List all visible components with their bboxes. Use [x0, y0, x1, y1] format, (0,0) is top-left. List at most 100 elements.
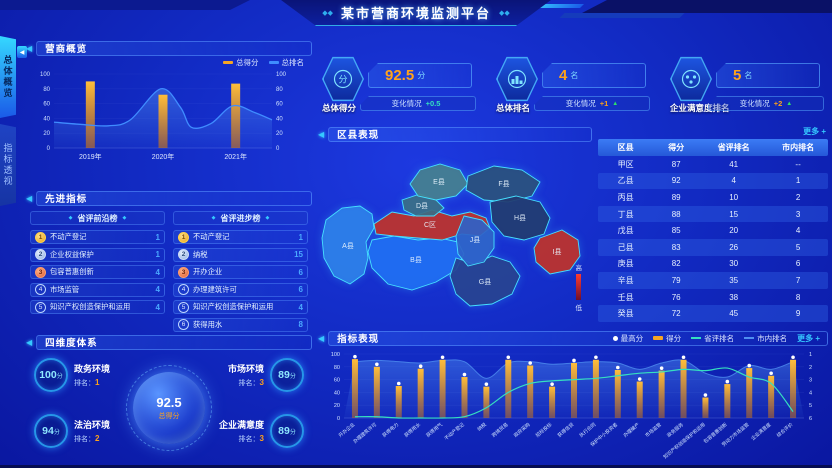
map-region[interactable] — [455, 215, 495, 267]
table-row[interactable]: 丁县 88 15 3 — [598, 205, 828, 223]
legend-marker — [691, 337, 702, 339]
x-axis-label: 综合评价 — [775, 421, 794, 439]
rank-medal-icon: 1 — [35, 231, 46, 243]
indicator-list-item[interactable]: 4 办理建筑许可 6 — [173, 282, 308, 297]
svg-text:2020年: 2020年 — [152, 152, 175, 161]
svg-text:1: 1 — [809, 352, 812, 358]
svg-text:100: 100 — [40, 72, 51, 78]
up-arrow-icon: ▲ — [786, 100, 793, 107]
legend-city-rank[interactable]: 市内排名 — [744, 333, 787, 344]
table-row[interactable]: 戊县 85 20 4 — [598, 222, 828, 239]
table-row[interactable]: 甲区 87 41 -- — [598, 156, 828, 173]
diamond-icon: ◆ — [265, 215, 270, 221]
map-region[interactable] — [489, 195, 551, 241]
indicator-label: 市场监管 — [50, 284, 80, 294]
indicator-list-item[interactable]: 5 知识产权创造保护和运用 4 — [30, 300, 165, 314]
svg-text:40: 40 — [43, 116, 50, 122]
hexagon-frame: 分 — [322, 56, 364, 102]
tab-collapse-arrow-icon[interactable]: ◀ — [17, 46, 27, 58]
table-cell: 丁县 — [617, 209, 634, 219]
table-row[interactable]: 己县 83 26 5 — [598, 238, 828, 256]
legend-marker — [653, 336, 664, 340]
indicator-list-item[interactable]: 6 获得用水 8 — [173, 317, 308, 332]
svg-text:4: 4 — [809, 390, 812, 396]
x-axis-label: 获得信贷 — [556, 421, 575, 439]
indicator-list-item[interactable]: 5 知识产权创造保护和运用 4 — [173, 300, 308, 314]
sidebar-tab-overview[interactable]: 总体概览 — [0, 36, 16, 118]
x-axis-label: 招标投标 — [534, 421, 553, 439]
top-header: ◆◆ 某市营商环境监测平台 ◆◆ — [0, 0, 832, 30]
kpi-card-total-rank: 总体排名 4 名 变化情况 +1 ▲ — [496, 56, 654, 122]
panel-arrow-icon: ◀ — [26, 43, 33, 53]
diamond-icon: ◆ — [122, 215, 127, 221]
table-cell: -- — [795, 159, 801, 169]
kpi-label: 总体得分 — [322, 103, 357, 113]
svg-text:20: 20 — [276, 131, 283, 137]
legend-max-score[interactable]: 最高分 — [612, 333, 643, 344]
indicator-rank-value: 4 — [155, 285, 160, 294]
ranking-icon — [507, 69, 527, 89]
table-cell: 20 — [729, 226, 739, 236]
x-axis-label: 知识产权创造保护和运用 — [662, 421, 707, 460]
map-region-label: C区 — [424, 221, 436, 229]
indicator-list-item[interactable]: 3 开办企业 6 — [173, 265, 308, 279]
table-cell: 89 — [671, 192, 681, 202]
legend-provincial-rank[interactable]: 省评排名 — [691, 333, 734, 344]
sidebar-tab-indicator-perspective[interactable]: 指标透视 — [0, 124, 16, 206]
x-axis-label: 办理建筑许可 — [352, 421, 379, 445]
x-axis-label: 获得电力 — [381, 421, 400, 439]
legend-score[interactable]: 得分 — [653, 333, 681, 344]
legend-total-rank[interactable]: 总排名 — [268, 57, 304, 68]
map-region[interactable] — [321, 205, 375, 285]
kpi-label: 企业满意度排名 — [670, 103, 730, 113]
x-axis-label: 政务服务 — [666, 421, 685, 439]
indicator-list-item[interactable]: 4 市场监管 4 — [30, 282, 165, 297]
change-label: 变化情况 — [739, 99, 770, 108]
table-cell: 己县 — [617, 242, 634, 252]
footer-strip — [0, 465, 832, 468]
table-row[interactable]: 癸县 72 45 9 — [598, 305, 828, 322]
indicator-list-item[interactable]: 2 纳税 15 — [173, 247, 308, 262]
indicator-chart-legend: 最高分 得分 省评排名 市内排名 更多 + — [612, 332, 828, 344]
dimension-market: 89 分 市场环境 排名：3 — [228, 358, 304, 392]
table-cell: 乙县 — [617, 176, 634, 186]
district-table-body: 甲区 87 41 -- 乙县 92 4 1 丙县 89 10 2 丁县 88 15 3 戊县 85 20 4 己县 83 2… — [598, 156, 828, 322]
legend-total-score[interactable]: 总得分 — [223, 57, 259, 68]
svg-text:2: 2 — [809, 365, 812, 371]
indicator-list-item[interactable]: 2 企业权益保护 1 — [30, 247, 165, 262]
table-cell: 辛县 — [617, 275, 634, 285]
indicator-label: 办理建筑许可 — [193, 284, 237, 294]
kpi-value-box: 92.5 分 — [368, 63, 472, 88]
panel-arrow-icon: ◀ — [26, 193, 33, 203]
table-row[interactable]: 壬县 76 38 8 — [598, 289, 828, 306]
header-decoration — [559, 13, 685, 18]
indicator-rank-value: 1 — [155, 232, 160, 242]
table-row[interactable]: 乙县 92 4 1 — [598, 172, 828, 190]
svg-text:100: 100 — [276, 72, 287, 78]
panel-district-performance: ◀ 区县表现 A县 B县 C区 D县 E县 F县 G县 H县 I县 J县 高 低 — [318, 126, 592, 328]
map-region[interactable] — [465, 165, 541, 203]
indicator-rank-value: 8 — [298, 320, 303, 329]
panel-indicator-performance: ◀ 指标表现 最高分 得分 省评排名 市内排名 更多 + 0 20 40 60 80 10… — [318, 330, 828, 466]
indicator-more-link[interactable]: 更多 + — [797, 333, 820, 343]
table-cell: 9 — [795, 309, 801, 319]
map-region[interactable] — [533, 229, 581, 275]
indicator-list-item[interactable]: 1 不动产登记 1 — [30, 230, 165, 244]
table-row[interactable]: 庚县 82 30 6 — [598, 256, 828, 273]
indicator-list-item[interactable]: 3 包容普惠创新 4 — [30, 265, 165, 279]
indicator-rank-value: 15 — [294, 250, 303, 259]
header-ornament-icon: ◆◆ — [322, 9, 333, 17]
legend-marker — [744, 337, 755, 339]
table-more-link[interactable]: 更多 + — [803, 127, 826, 136]
table-row[interactable]: 辛县 79 35 7 — [598, 272, 828, 289]
map-region-label: G县 — [479, 278, 491, 286]
indicator-list-item[interactable]: 1 不动产登记 1 — [173, 230, 308, 244]
table-cell: 壬县 — [617, 292, 634, 302]
kpi-value-box: 5 名 — [716, 63, 820, 88]
table-cell: 4 — [731, 176, 736, 186]
svg-text:6: 6 — [809, 416, 812, 422]
x-axis-label: 市场监管 — [644, 421, 663, 439]
table-cell: 8 — [795, 292, 801, 302]
kpi-unit: 分 — [417, 71, 426, 80]
table-row[interactable]: 丙县 89 10 2 — [598, 189, 828, 206]
